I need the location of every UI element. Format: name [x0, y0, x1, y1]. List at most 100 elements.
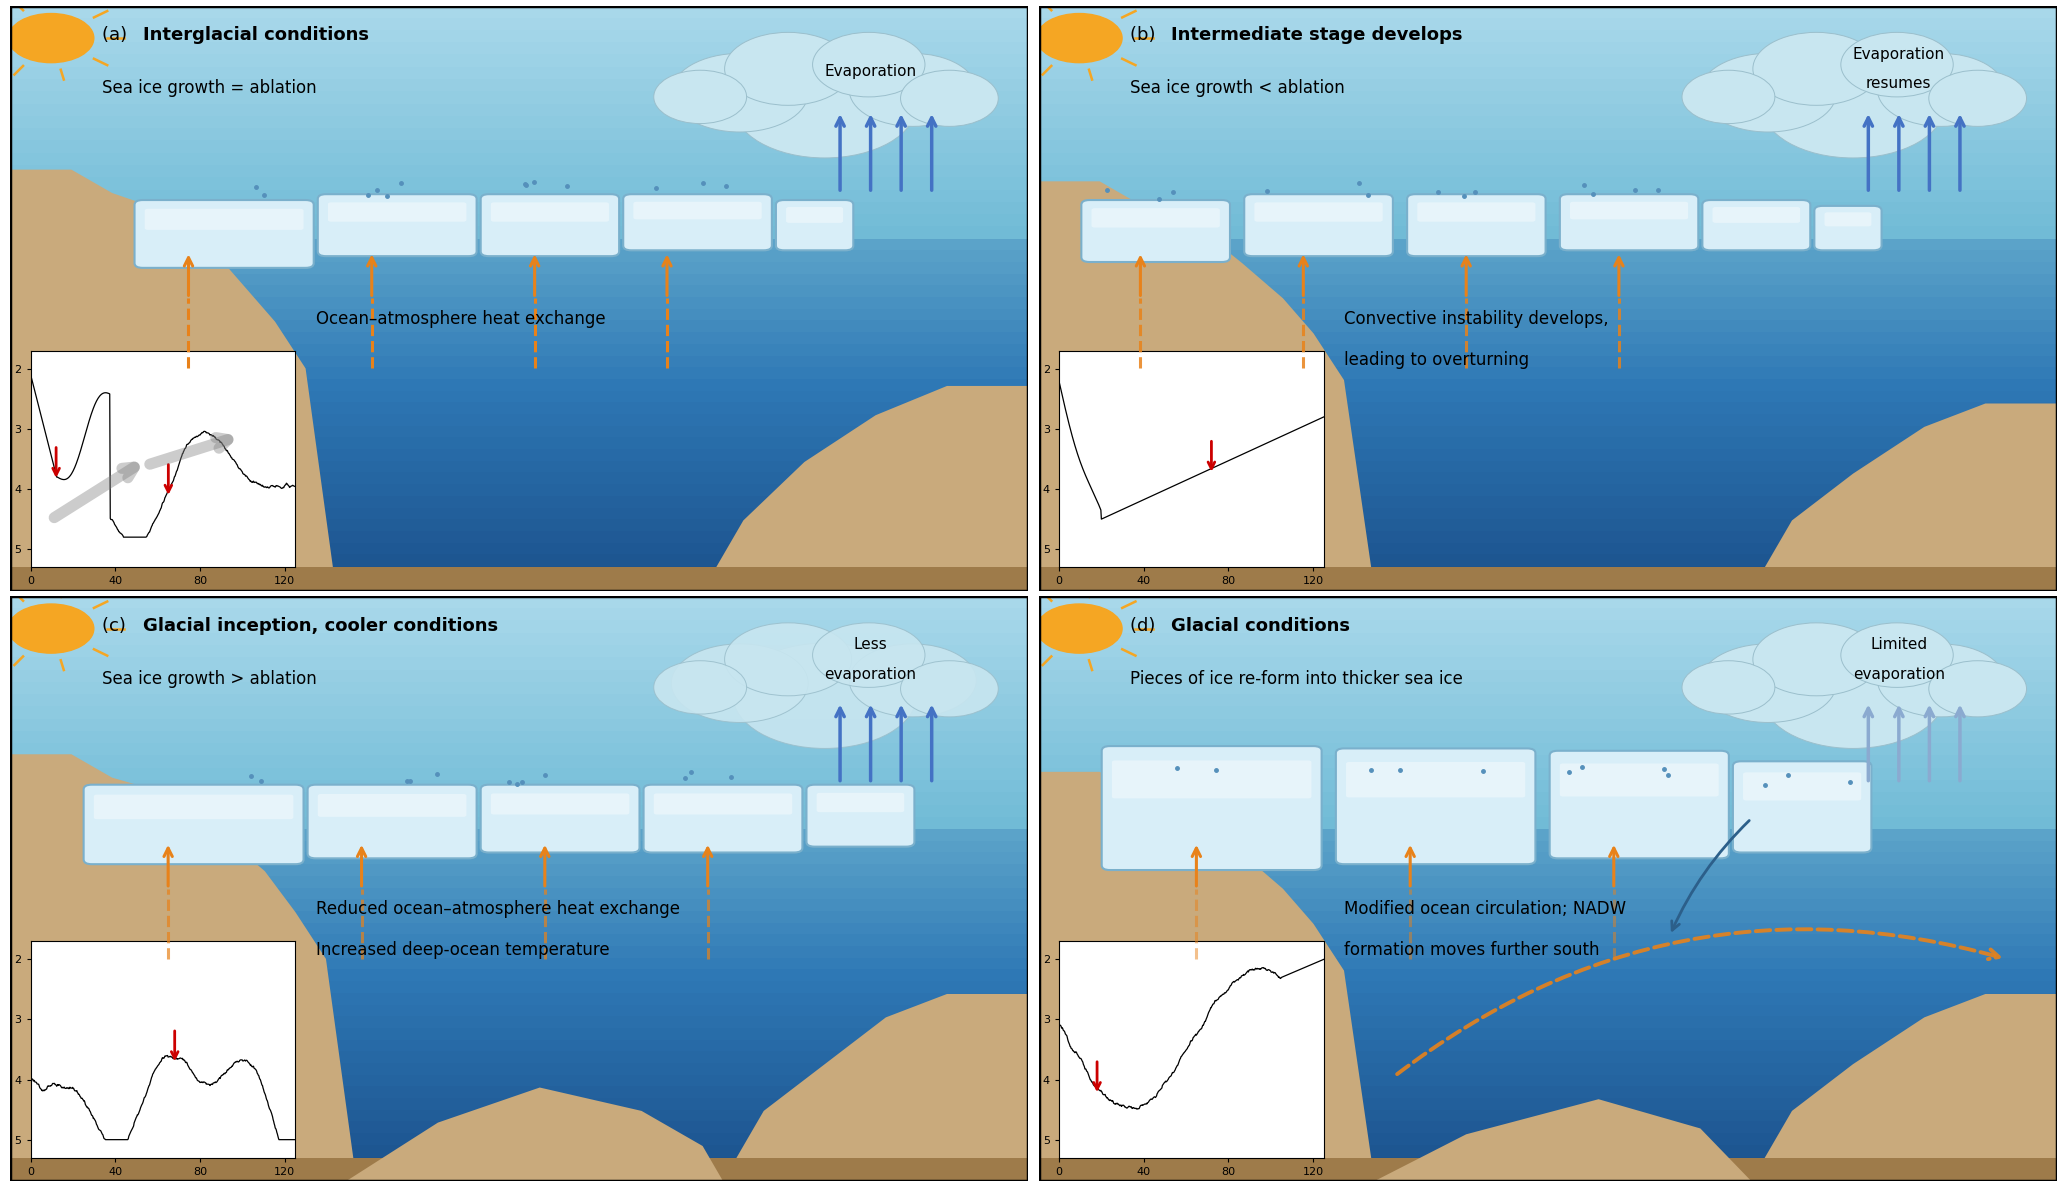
Bar — [10, 596, 1029, 830]
Bar — [1038, 910, 2057, 923]
Bar — [1038, 792, 2057, 805]
Circle shape — [901, 70, 998, 126]
Bar — [1038, 864, 2057, 877]
Bar — [10, 718, 1029, 731]
Bar — [1038, 645, 2057, 658]
Bar — [10, 297, 1029, 310]
Bar — [10, 262, 1029, 275]
Bar — [10, 55, 1029, 68]
Bar — [10, 608, 1029, 621]
Bar — [10, 356, 1029, 368]
Bar — [1038, 1040, 2057, 1053]
Bar — [10, 6, 1029, 21]
Bar — [1038, 768, 2057, 783]
Text: Ocean–atmosphere heat exchange: Ocean–atmosphere heat exchange — [316, 310, 606, 328]
Bar — [10, 1110, 1029, 1123]
Bar — [10, 633, 1029, 646]
FancyBboxPatch shape — [624, 195, 771, 250]
FancyBboxPatch shape — [1244, 195, 1393, 256]
Bar — [1038, 814, 2057, 830]
Bar — [1038, 153, 2057, 165]
Bar — [10, 449, 1029, 462]
Bar — [1038, 1086, 2057, 1099]
Bar — [10, 566, 1029, 579]
Text: (b): (b) — [1131, 26, 1162, 44]
Bar — [1038, 783, 2057, 799]
FancyBboxPatch shape — [1335, 749, 1536, 864]
Bar — [10, 1016, 1029, 1029]
Bar — [10, 722, 1029, 737]
Bar — [10, 934, 1029, 947]
FancyBboxPatch shape — [1550, 750, 1728, 858]
Bar — [10, 161, 1029, 177]
Bar — [1038, 888, 2057, 901]
Bar — [10, 596, 1029, 612]
Circle shape — [812, 623, 924, 687]
FancyArrowPatch shape — [1397, 929, 1999, 1074]
Bar — [1038, 140, 2057, 153]
Circle shape — [8, 13, 93, 63]
Circle shape — [734, 52, 916, 158]
FancyBboxPatch shape — [775, 201, 854, 250]
Bar — [1038, 66, 2057, 80]
Bar — [10, 1086, 1029, 1099]
Bar — [10, 628, 1029, 643]
Circle shape — [726, 623, 852, 696]
Circle shape — [1036, 13, 1122, 63]
Bar — [1038, 596, 2057, 609]
Bar — [1038, 674, 2057, 690]
Bar — [1038, 6, 2057, 240]
Bar — [10, 18, 1029, 31]
Bar — [10, 542, 1029, 556]
Bar — [10, 1004, 1029, 1017]
Bar — [10, 645, 1029, 658]
Text: Interglacial conditions: Interglacial conditions — [143, 26, 368, 44]
Bar — [1038, 621, 2057, 633]
Bar — [10, 128, 1029, 141]
Bar — [1038, 992, 2057, 1005]
Bar — [10, 829, 1029, 842]
FancyBboxPatch shape — [1714, 207, 1800, 223]
Bar — [10, 1064, 1029, 1075]
FancyBboxPatch shape — [1703, 201, 1811, 250]
Circle shape — [1753, 623, 1879, 696]
Bar — [1038, 737, 2057, 753]
Bar — [1038, 55, 2057, 68]
Bar — [10, 190, 1029, 202]
Bar — [10, 768, 1029, 781]
Bar — [10, 1028, 1029, 1041]
Bar — [1038, 722, 2057, 737]
Bar — [10, 414, 1029, 427]
FancyBboxPatch shape — [816, 793, 903, 812]
Polygon shape — [10, 170, 337, 591]
FancyBboxPatch shape — [653, 793, 792, 814]
Bar — [1038, 817, 2057, 830]
Bar — [1038, 567, 2057, 591]
Bar — [1038, 379, 2057, 392]
Bar — [10, 706, 1029, 719]
Bar — [1038, 669, 2057, 683]
Bar — [1038, 566, 2057, 579]
Bar — [1038, 391, 2057, 404]
Bar — [1038, 320, 2057, 334]
FancyBboxPatch shape — [1732, 761, 1871, 852]
Bar — [1038, 542, 2057, 556]
Bar — [1038, 472, 2057, 485]
Bar — [1038, 437, 2057, 450]
Bar — [10, 621, 1029, 633]
Circle shape — [1753, 32, 1879, 106]
Circle shape — [1699, 53, 1835, 132]
Bar — [10, 116, 1029, 128]
Text: Sea ice growth > ablation: Sea ice growth > ablation — [101, 669, 316, 687]
Bar — [10, 814, 1029, 830]
Bar — [10, 193, 1029, 209]
Bar — [1038, 402, 2057, 415]
Bar — [10, 922, 1029, 935]
Bar — [10, 379, 1029, 392]
Bar — [10, 91, 1029, 104]
Bar — [1038, 30, 2057, 43]
Text: Evaporation: Evaporation — [1852, 46, 1945, 62]
FancyBboxPatch shape — [633, 202, 761, 220]
Bar — [10, 320, 1029, 334]
Bar — [10, 946, 1029, 959]
